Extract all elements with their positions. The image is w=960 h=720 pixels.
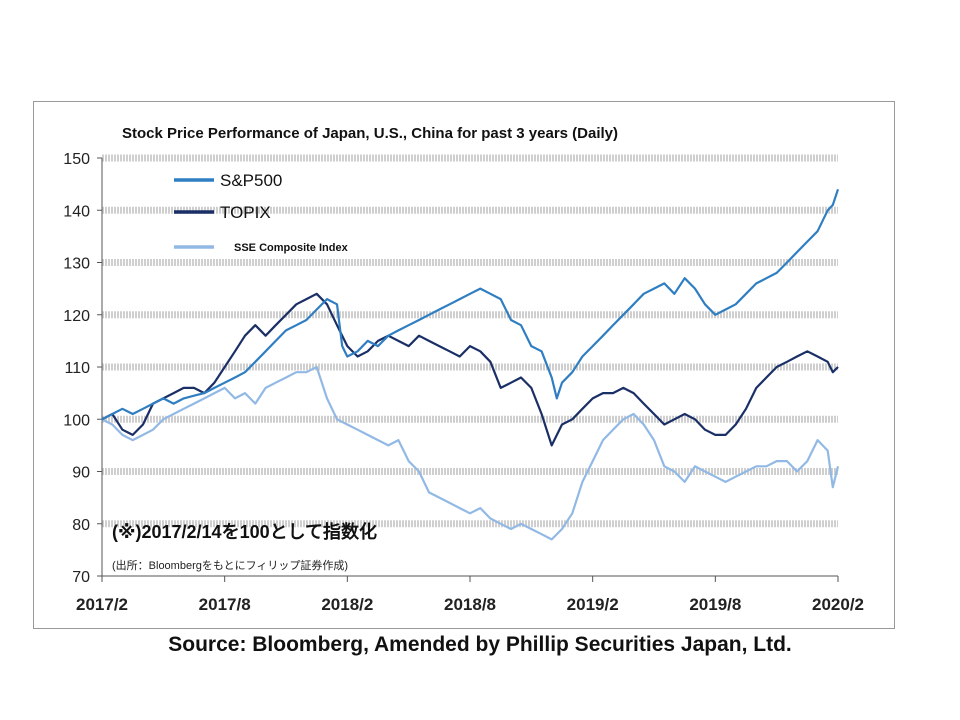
y-tick-label: 70 bbox=[72, 569, 90, 586]
x-tick-label: 2017/2 bbox=[76, 595, 128, 614]
y-tick-label: 90 bbox=[72, 465, 90, 482]
series-layer bbox=[101, 188, 840, 541]
x-tick-label: 2020/2 bbox=[812, 595, 864, 614]
y-tick-label: 120 bbox=[63, 308, 90, 325]
y-tick-label: 80 bbox=[72, 517, 90, 534]
series-line bbox=[101, 365, 840, 541]
x-tick-label: 2018/2 bbox=[321, 595, 373, 614]
y-tick-label: 130 bbox=[63, 256, 90, 273]
chart-frame: 70 80 90 100 110 120 130 140 150 2017/2 2017/8 2018… bbox=[33, 101, 895, 629]
note-sub: (出所：Bloombergをもとにフィリップ証券作成) bbox=[112, 558, 348, 572]
x-tick-label: 2018/8 bbox=[444, 595, 496, 614]
note-main: (※)2017/2/14を100として指数化 bbox=[112, 521, 377, 542]
y-tick-label: 110 bbox=[64, 360, 90, 377]
series-line bbox=[101, 188, 840, 421]
x-tick-label: 2017/8 bbox=[199, 595, 251, 614]
legend-label: S&P500 bbox=[220, 171, 282, 190]
axis-layer: 70 80 90 100 110 120 130 140 150 2017/2 2017/8 2018… bbox=[63, 151, 864, 614]
x-tick-label: 2019/8 bbox=[689, 595, 741, 614]
source-caption: Source: Bloomberg, Amended by Phillip Se… bbox=[168, 633, 792, 656]
y-tick-label: 140 bbox=[63, 203, 90, 220]
series-line bbox=[101, 292, 839, 447]
x-tick-label: 2019/2 bbox=[567, 595, 619, 614]
legend: S&P500 TOPIX SSE Composite Index bbox=[174, 171, 349, 254]
y-tick-label: 150 bbox=[63, 151, 90, 168]
y-tick-label: 100 bbox=[63, 412, 90, 429]
legend-label: TOPIX bbox=[220, 203, 271, 222]
chart-title: Stock Price Performance of Japan, U.S., … bbox=[122, 125, 618, 142]
legend-label: SSE Composite Index bbox=[234, 242, 349, 254]
chart-svg: 70 80 90 100 110 120 130 140 150 2017/2 2017/8 2018… bbox=[63, 125, 864, 614]
